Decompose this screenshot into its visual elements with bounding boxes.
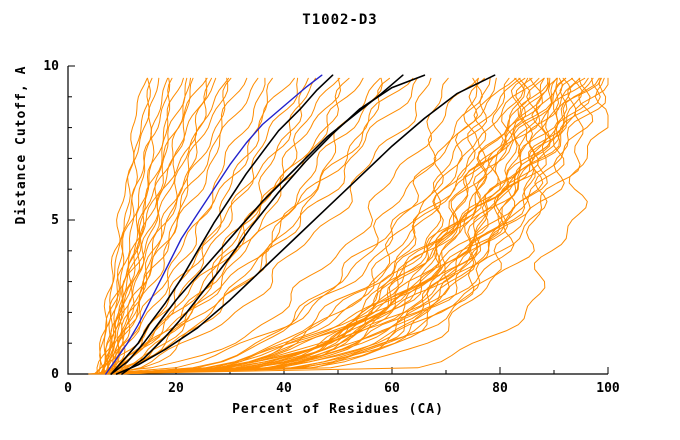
model-curve [100, 77, 208, 375]
model-curve [106, 77, 151, 375]
model-curve [103, 77, 364, 375]
model-curve [102, 77, 418, 375]
x-tick-label: 0 [64, 381, 72, 396]
model-curve [106, 77, 341, 375]
model-curve [111, 77, 259, 375]
model-curve [104, 77, 248, 375]
model-curve [112, 77, 414, 375]
model-curve [112, 77, 521, 375]
x-tick-label: 100 [596, 381, 620, 396]
x-axis-label: Percent of Residues (CA) [232, 402, 444, 417]
y-tick-label: 5 [51, 213, 59, 228]
model-curve [110, 77, 591, 375]
model-curve [105, 77, 230, 375]
x-tick-label: 80 [492, 381, 508, 396]
model-curve [106, 77, 589, 375]
model-curve [113, 77, 609, 375]
reference-curve [115, 74, 496, 375]
model-curve [97, 77, 485, 375]
reference-curve [110, 74, 334, 375]
model-curve [99, 77, 148, 375]
model-curve [95, 77, 609, 375]
model-curve [102, 77, 545, 375]
y-axis-label: Distance Cutoff, A [14, 65, 29, 225]
model-curve [91, 77, 529, 375]
model-curve [101, 77, 173, 375]
model-curve [99, 77, 171, 375]
y-tick-label: 10 [43, 59, 59, 74]
model-curve [99, 77, 558, 375]
x-tick-label: 20 [168, 381, 184, 396]
x-tick-label: 40 [276, 381, 292, 396]
model-curve [89, 77, 449, 375]
model-curve [108, 77, 607, 375]
model-curve [102, 77, 567, 375]
model-curve [96, 77, 479, 375]
model-curve [117, 77, 543, 375]
model-curve [110, 77, 432, 375]
model-curve [114, 77, 517, 375]
model-curve [114, 77, 491, 375]
model-curve [116, 77, 483, 375]
highlight-curve [105, 74, 323, 375]
y-tick-label: 0 [51, 367, 59, 382]
model-curve [96, 77, 217, 375]
model-curve [112, 77, 229, 375]
model-curve [101, 77, 295, 375]
model-curve [112, 77, 550, 375]
model-curve [114, 77, 581, 375]
model-curve [107, 77, 383, 375]
x-tick-label: 60 [384, 381, 400, 396]
model-curve [110, 77, 540, 375]
model-curve [100, 77, 188, 375]
reference-curve [121, 74, 426, 375]
model-curve [95, 77, 350, 375]
model-curve [103, 77, 160, 375]
model-curve [110, 77, 594, 375]
model-curve [107, 77, 208, 375]
model-curve [110, 77, 212, 375]
model-curve [110, 77, 184, 375]
model-curve [110, 77, 169, 375]
model-curve [98, 77, 153, 375]
chart-title: T1002-D3 [302, 12, 378, 28]
